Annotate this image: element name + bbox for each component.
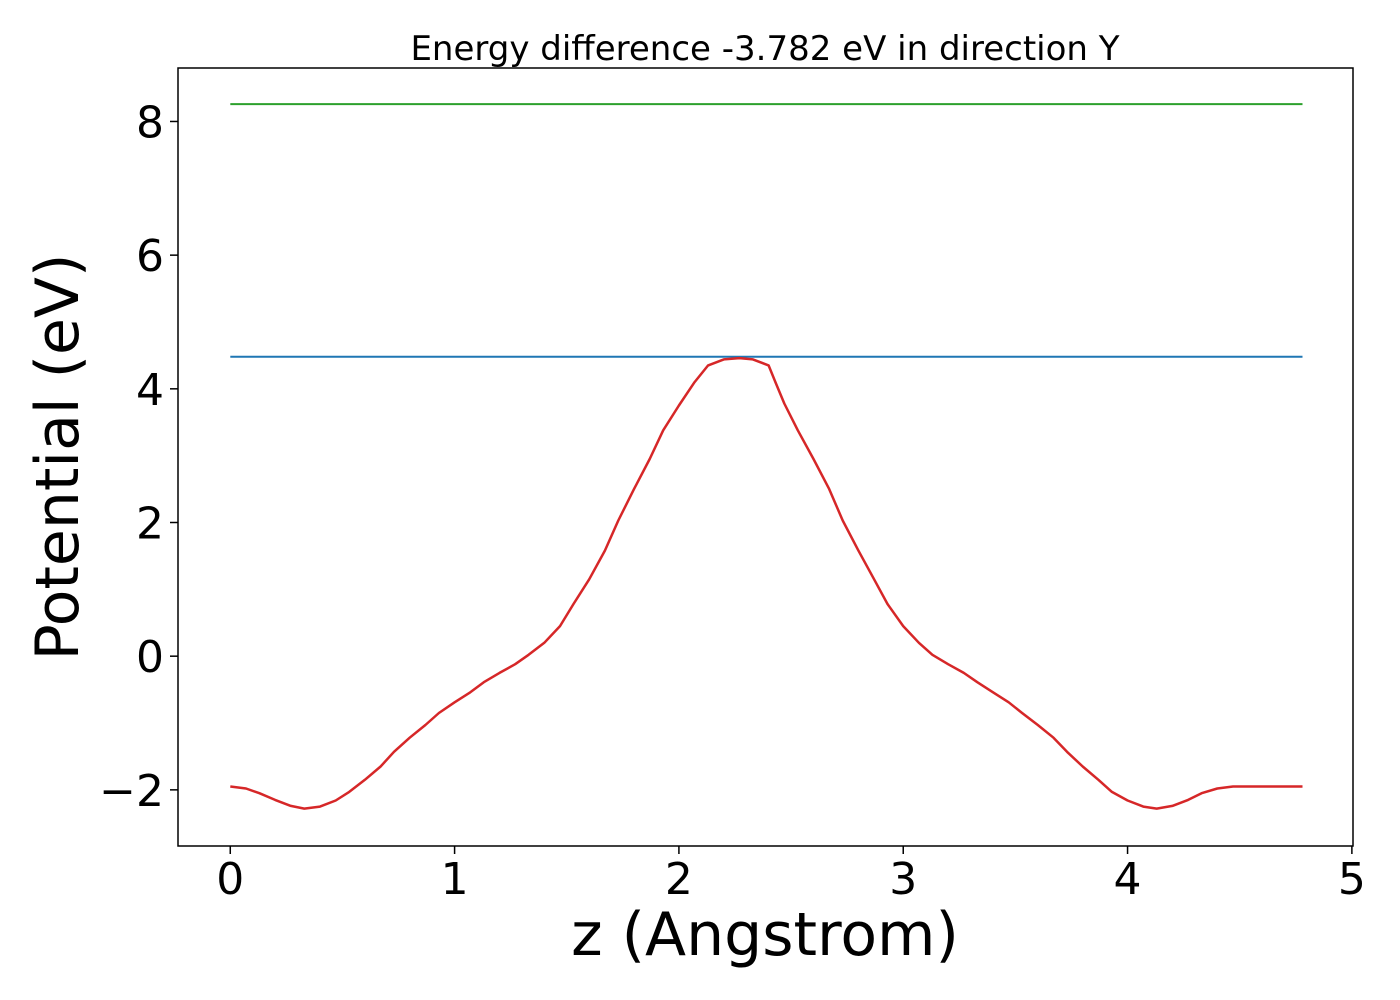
y-axis: −2 0 2 4 6 8 (99, 97, 178, 817)
potential-curve (230, 356, 1303, 810)
y-tick-label: 8 (136, 97, 164, 148)
x-tick-label: 2 (665, 854, 693, 905)
y-tick-label: 6 (136, 231, 164, 282)
x-axis-label: z (Angstrom) (571, 900, 959, 970)
plot-frame (177, 67, 1354, 847)
x-tick-label: 0 (216, 854, 244, 905)
x-axis: 0 1 2 3 4 5 (216, 846, 1366, 905)
x-tick-label: 3 (889, 854, 917, 905)
y-tick-label: −2 (99, 766, 164, 817)
y-tick-label: 2 (136, 499, 164, 550)
plot-area (230, 103, 1303, 810)
x-tick-label: 1 (441, 854, 469, 905)
chart-title: Energy difference -3.782 eV in direction… (410, 29, 1119, 69)
y-axis-label: Potential (eV) (23, 254, 93, 661)
x-tick-label: 4 (1114, 854, 1142, 905)
y-tick-label: 0 (136, 632, 164, 683)
y-tick-label: 4 (136, 365, 164, 416)
x-tick-label: 5 (1338, 854, 1366, 905)
